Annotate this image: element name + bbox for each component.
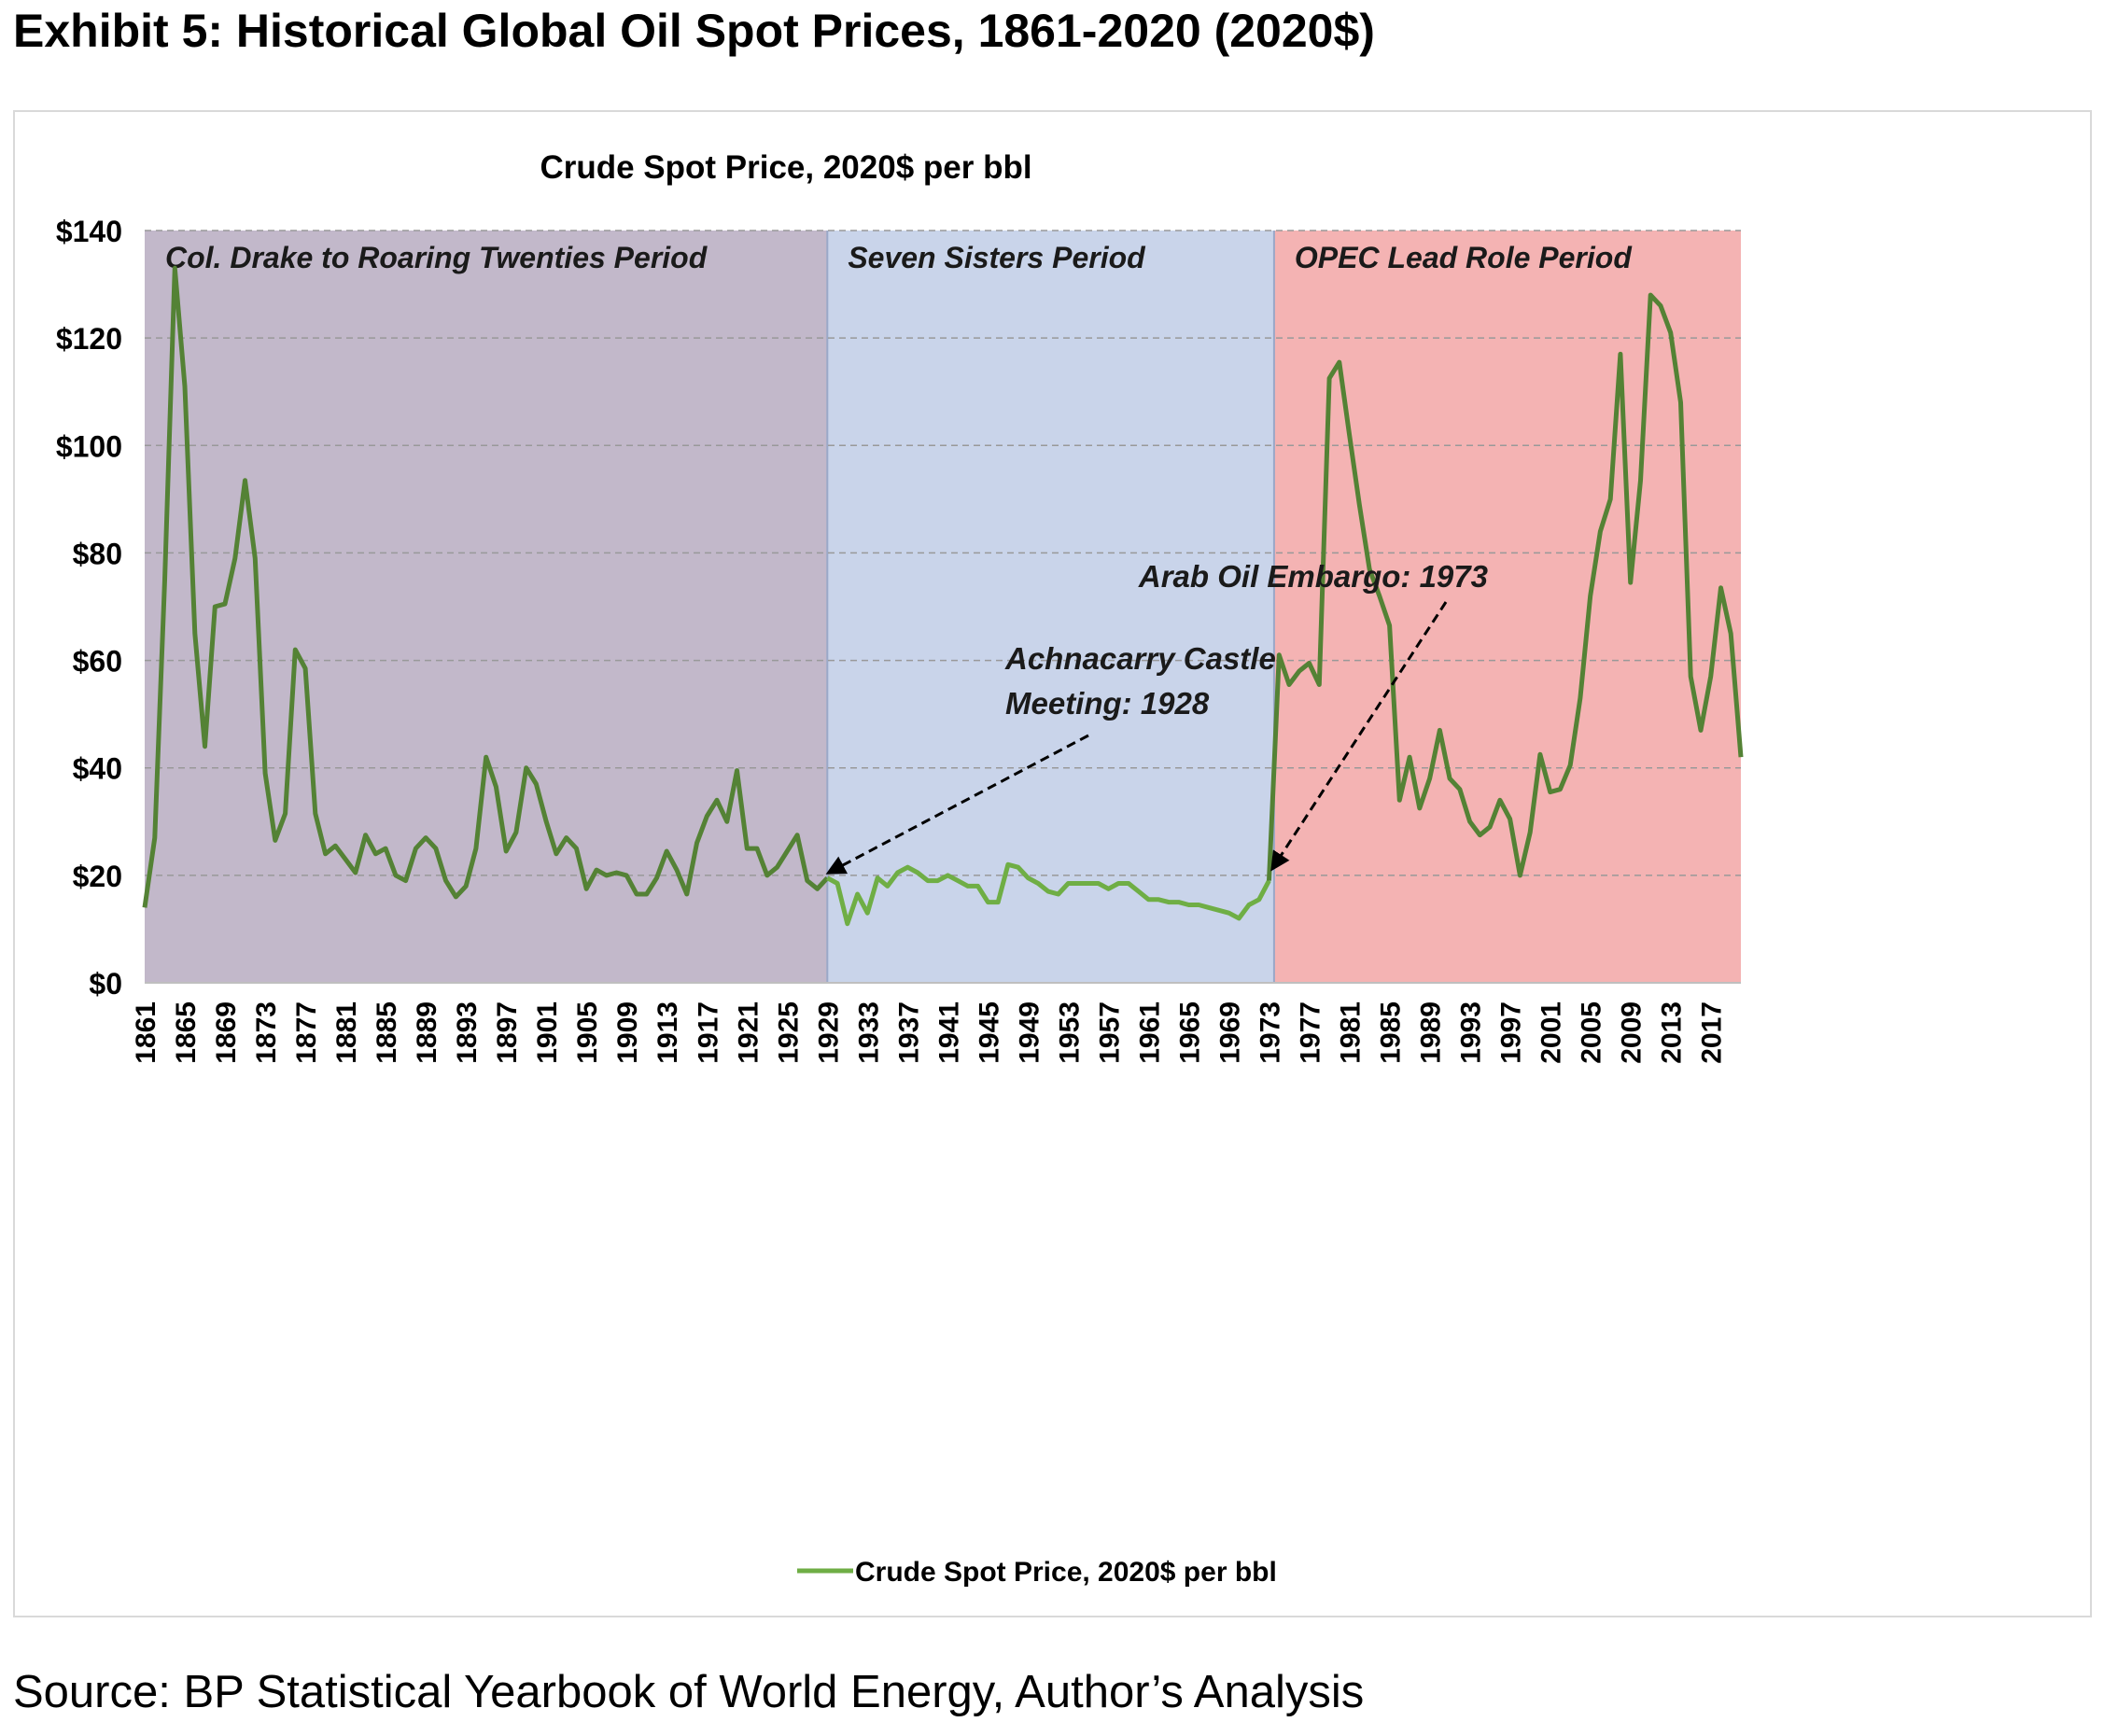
oil-price-chart: Col. Drake to Roaring Twenties Period Sev… bbox=[56, 149, 1744, 1588]
x-tick-label: 1929 bbox=[813, 1001, 844, 1064]
y-tick-label: $0 bbox=[89, 967, 122, 1001]
y-tick-label: $80 bbox=[73, 537, 122, 570]
x-tick-label: 1937 bbox=[893, 1001, 924, 1064]
x-tick-label: 1881 bbox=[331, 1001, 362, 1064]
source-note: Source: BP Statistical Yearbook of World… bbox=[13, 1667, 1365, 1717]
x-tick-label: 1973 bbox=[1255, 1001, 1286, 1064]
period-label-2: Seven Sisters Period bbox=[848, 241, 1146, 274]
x-tick-label: 1921 bbox=[733, 1001, 764, 1064]
x-tick-label: 2013 bbox=[1657, 1001, 1688, 1064]
period-bands bbox=[145, 231, 1741, 983]
x-tick-label: 1997 bbox=[1496, 1001, 1527, 1064]
x-tick-label: 1869 bbox=[211, 1001, 242, 1064]
period-label-3: OPEC Lead Role Period bbox=[1295, 241, 1633, 274]
x-tick-label: 1941 bbox=[933, 1001, 964, 1064]
x-tick-label: 1885 bbox=[372, 1001, 402, 1064]
period-band-1 bbox=[145, 231, 828, 983]
x-tick-label: 1905 bbox=[572, 1001, 603, 1064]
x-tick-label: 2017 bbox=[1697, 1001, 1728, 1064]
annotation-embargo-label: Arab Oil Embargo: 1973 bbox=[1138, 559, 1488, 594]
x-tick-label: 1981 bbox=[1336, 1001, 1367, 1064]
annotation-embargo-arrow bbox=[1270, 601, 1448, 872]
x-tick-label: 1957 bbox=[1094, 1001, 1125, 1064]
y-tick-label: $20 bbox=[73, 860, 122, 893]
y-tick-label: $120 bbox=[56, 322, 122, 356]
chart-frame: Col. Drake to Roaring Twenties Period Sev… bbox=[13, 110, 2092, 1617]
x-tick-label: 1961 bbox=[1134, 1001, 1165, 1064]
x-tick-label: 2009 bbox=[1617, 1001, 1648, 1064]
x-tick-label: 1889 bbox=[412, 1001, 442, 1064]
annotation-achnacarry-line2: Meeting: 1928 bbox=[1005, 686, 1210, 721]
price-line-segment-1 bbox=[142, 265, 830, 908]
price-line bbox=[142, 265, 1744, 927]
x-tick-label: 1909 bbox=[612, 1001, 643, 1064]
x-tick-label: 1965 bbox=[1174, 1001, 1205, 1064]
period-band-3 bbox=[1273, 231, 1741, 983]
x-tick-label: 1945 bbox=[974, 1001, 1004, 1064]
y-tick-label: $100 bbox=[56, 429, 122, 463]
x-tick-label: 1953 bbox=[1054, 1001, 1085, 1064]
legend: Crude Spot Price, 2020$ per bbl bbox=[797, 1557, 1277, 1588]
x-tick-label: 1949 bbox=[1014, 1001, 1045, 1064]
x-tick-label: 2005 bbox=[1577, 1001, 1607, 1064]
x-tick-label: 1873 bbox=[251, 1001, 282, 1064]
x-tick-label: 1989 bbox=[1416, 1001, 1447, 1064]
x-tick-label: 1925 bbox=[773, 1001, 804, 1064]
legend-label: Crude Spot Price, 2020$ per bbl bbox=[855, 1557, 1277, 1588]
x-tick-label: 1865 bbox=[171, 1001, 202, 1064]
x-tick-label: 1969 bbox=[1215, 1001, 1246, 1064]
price-line-segment-3 bbox=[1267, 292, 1744, 881]
x-tick-label: 1985 bbox=[1376, 1001, 1407, 1064]
period-label-1: Col. Drake to Roaring Twenties Period bbox=[165, 241, 708, 274]
price-line-segment-2 bbox=[826, 861, 1271, 927]
annotation-achnacarry-line1: Achnacarry Castle bbox=[1004, 641, 1276, 676]
y-tick-label: $60 bbox=[73, 645, 122, 679]
y-tick-label: $40 bbox=[73, 752, 122, 786]
x-tick-label: 1893 bbox=[452, 1001, 483, 1064]
x-tick-label: 1877 bbox=[291, 1001, 322, 1064]
x-tick-label: 1861 bbox=[131, 1001, 161, 1064]
x-tick-label: 1913 bbox=[652, 1001, 683, 1064]
x-tick-label: 1933 bbox=[853, 1001, 884, 1064]
gridlines bbox=[145, 230, 1741, 876]
annotations: Achnacarry Castle Meeting: 1928 Arab Oil E… bbox=[825, 559, 1488, 875]
period-labels: Col. Drake to Roaring Twenties Period Sev… bbox=[165, 241, 1633, 274]
x-tick-label: 1901 bbox=[532, 1001, 563, 1064]
annotation-achnacarry-arrow bbox=[825, 734, 1089, 875]
x-tick-label: 1897 bbox=[492, 1001, 523, 1064]
axes: $0 $20 $40 $60 $80 $100 $120 $140 1861 1865 1869 18… bbox=[56, 215, 1741, 1064]
x-tick-label: 2001 bbox=[1536, 1001, 1567, 1064]
y-tick-label: $140 bbox=[56, 215, 122, 248]
x-tick-label: 1977 bbox=[1296, 1001, 1326, 1064]
chart-title: Crude Spot Price, 2020$ per bbl bbox=[540, 149, 1031, 186]
x-tick-label: 1993 bbox=[1456, 1001, 1487, 1064]
x-tick-label: 1917 bbox=[693, 1001, 723, 1064]
exhibit-title: Exhibit 5: Historical Global Oil Spot Pr… bbox=[13, 5, 1375, 57]
period-band-2 bbox=[827, 231, 1274, 983]
